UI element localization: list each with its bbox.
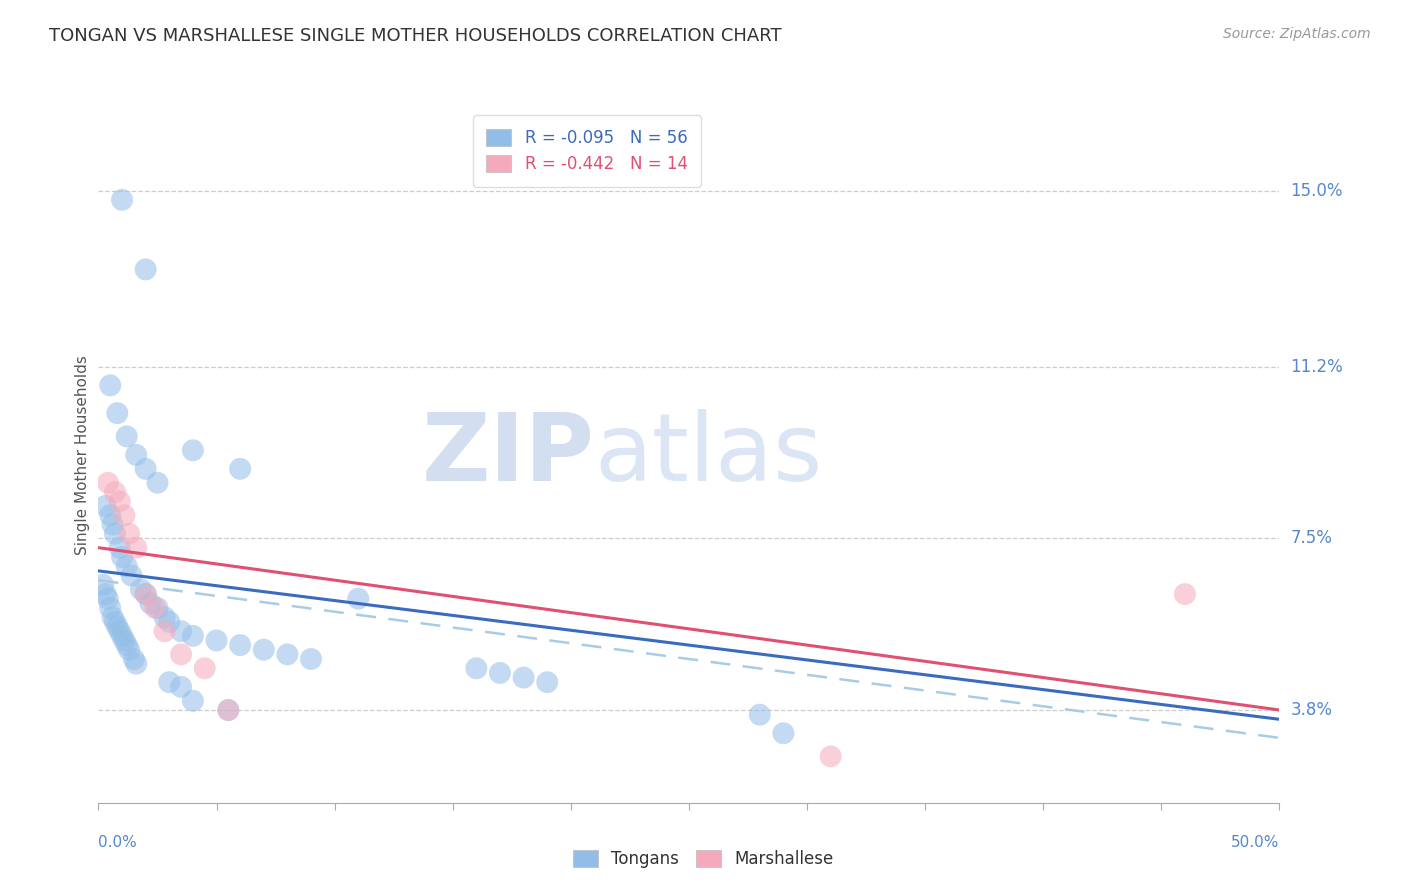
Point [181,694,204,708]
Point [146,601,169,615]
Point [129,582,152,597]
Point [104,485,127,500]
Legend: Tongans, Marshallese: Tongans, Marshallese [567,843,839,875]
Point [143,601,166,615]
Point [118,642,141,657]
Point [820,749,842,764]
Point [170,624,193,639]
Point [229,462,252,476]
Point [157,615,180,629]
Point [121,568,143,582]
Point [276,648,298,662]
Point [170,648,193,662]
Point [135,262,157,277]
Point [105,406,128,420]
Point [98,601,121,615]
Point [253,642,276,657]
Point [101,610,124,624]
Point [772,726,794,740]
Point [97,475,120,490]
Point [194,661,217,675]
Point [108,624,131,639]
Point [299,652,322,666]
Point [98,508,121,523]
Point [111,193,134,207]
Point [139,596,162,610]
Text: 0.0%: 0.0% [98,835,138,850]
Text: 7.5%: 7.5% [1291,530,1333,548]
Point [115,429,138,443]
Point [91,578,114,592]
Text: atlas: atlas [595,409,823,501]
Point [229,638,252,652]
Point [125,657,148,671]
Point [104,526,127,541]
Point [489,665,512,680]
Y-axis label: Single Mother Households: Single Mother Households [75,355,90,555]
Point [94,587,117,601]
Text: TONGAN VS MARSHALLESE SINGLE MOTHER HOUSEHOLDS CORRELATION CHART: TONGAN VS MARSHALLESE SINGLE MOTHER HOUS… [49,27,782,45]
Point [146,475,169,490]
Point [170,680,193,694]
Point [135,587,157,601]
Point [115,638,138,652]
Point [111,549,134,564]
Point [135,462,157,476]
Point [108,541,131,555]
Point [104,615,127,629]
Point [205,633,228,648]
Point [125,541,148,555]
Point [347,591,370,606]
Point [112,633,135,648]
Point [108,494,131,508]
Point [101,517,124,532]
Point [465,661,488,675]
Point [181,443,204,458]
Point [153,610,176,624]
Point [115,559,138,574]
Point [111,629,134,643]
Point [217,703,239,717]
Point [112,508,135,523]
Point [217,703,239,717]
Text: 50.0%: 50.0% [1232,835,1279,850]
Point [153,624,176,639]
Point [125,448,148,462]
Point [536,675,558,690]
Text: ZIP: ZIP [422,409,595,501]
Point [181,629,204,643]
Text: Source: ZipAtlas.com: Source: ZipAtlas.com [1223,27,1371,41]
Point [135,587,157,601]
Point [98,378,121,392]
Legend: R = -0.095   N = 56, R = -0.442   N = 14: R = -0.095 N = 56, R = -0.442 N = 14 [472,115,700,186]
Point [94,499,117,513]
Text: 3.8%: 3.8% [1291,701,1333,719]
Point [512,671,534,685]
Point [118,526,141,541]
Point [97,591,120,606]
Point [1174,587,1197,601]
Point [122,652,145,666]
Point [105,619,128,633]
Point [157,675,180,690]
Point [748,707,770,722]
Text: 11.2%: 11.2% [1291,358,1343,376]
Text: 15.0%: 15.0% [1291,182,1343,200]
